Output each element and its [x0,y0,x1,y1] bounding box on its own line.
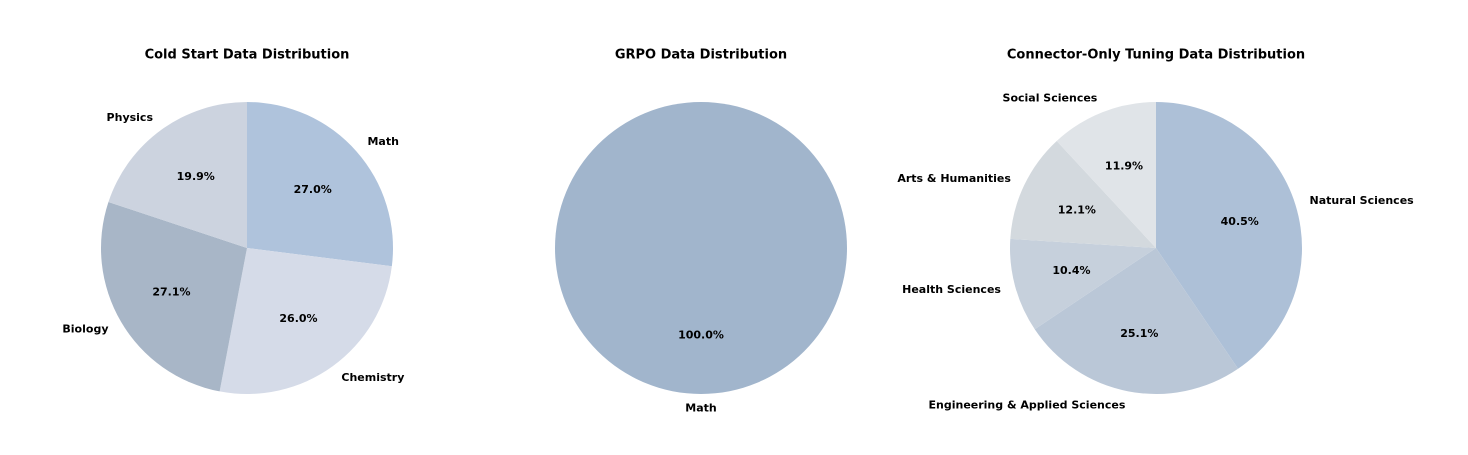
pie-slice [1010,140,1156,248]
value-label: 12.1% [1058,203,1096,216]
category-label: Social Sciences [1003,91,1098,104]
pie-slice [101,202,247,392]
value-label: 40.5% [1221,215,1259,228]
category-label: Math [685,402,716,415]
category-label: Engineering & Applied Sciences [929,399,1126,412]
category-label: Chemistry [341,371,404,384]
category-label: Biology [62,322,108,335]
pie-slice [247,102,394,267]
chart-title: GRPO Data Distribution [615,48,787,63]
value-label: 27.0% [294,183,332,196]
pie-slice [1156,102,1302,369]
category-label: Math [367,135,398,148]
value-label: 19.9% [177,170,215,183]
pie-slice [1010,238,1156,330]
category-label: Natural Sciences [1310,194,1415,207]
pie-slice [1056,102,1156,248]
value-label: 25.1% [1120,327,1158,340]
pie-slice [108,102,247,248]
value-label: 100.0% [678,329,724,342]
chart-title: Connector-Only Tuning Data Distribution [1007,48,1305,63]
value-label: 27.1% [152,285,190,298]
value-label: 26.0% [279,312,317,325]
category-label: Arts & Humanities [897,172,1011,185]
chart-title: Cold Start Data Distribution [145,48,350,63]
pie-slice [1034,248,1239,394]
category-label: Physics [107,111,154,124]
value-label: 11.9% [1105,159,1143,172]
pie-slice [555,102,847,394]
value-label: 10.4% [1052,264,1090,277]
category-label: Health Sciences [902,283,1001,296]
pie-slice [219,248,392,394]
